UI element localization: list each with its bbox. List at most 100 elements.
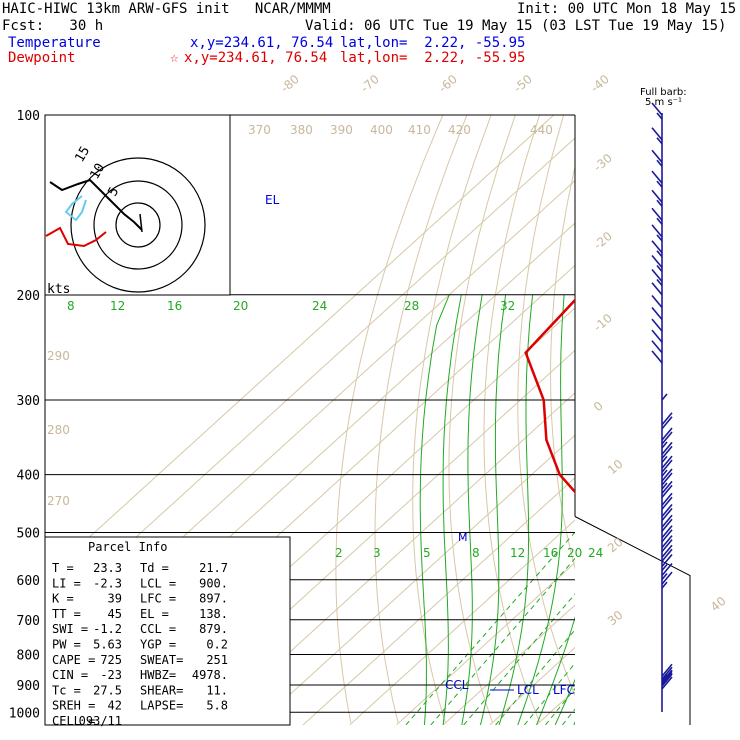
moist-adiabat-line <box>479 294 507 725</box>
parcel-value: 5.63 <box>93 638 122 652</box>
hodograph-trace-cyan <box>64 195 87 222</box>
wind-barb <box>661 572 668 581</box>
moist-adiabat-line <box>498 294 534 725</box>
parcel-value: 138. <box>199 607 228 621</box>
isotherm-line <box>489 646 575 725</box>
wind-barb <box>656 234 663 242</box>
theta-label-390: 390 <box>330 123 353 137</box>
wind-barb <box>661 548 673 562</box>
moist-adiabat-line <box>442 294 462 725</box>
parcel-value: 879. <box>199 622 228 636</box>
wind-barb <box>661 431 673 445</box>
mixing-ratio-label-2: 2 <box>335 546 343 560</box>
isotherm-label-10: 10 <box>605 457 626 478</box>
mixing-ratio-line <box>430 557 575 725</box>
moist-adiabat-label-20: 20 <box>233 299 248 313</box>
wind-barbs <box>651 102 673 712</box>
isotherm-label--10: -10 <box>591 311 615 334</box>
isotherm-label--50: -50 <box>511 72 535 95</box>
wind-barb <box>661 416 673 430</box>
wind-barb <box>651 102 663 116</box>
moist-adiabat-line <box>611 295 740 725</box>
mixing-ratio-label-3: 3 <box>373 546 381 560</box>
wind-barb <box>661 484 673 498</box>
wind-barb <box>651 127 663 141</box>
isotherm-line <box>255 434 575 725</box>
dry-adiabat-line <box>483 115 541 723</box>
pressure-label-600: 600 <box>17 574 40 589</box>
isotherm-line <box>723 115 740 725</box>
mixing-ratio-line <box>524 662 575 725</box>
isotherm-label-30: 30 <box>605 608 626 629</box>
pressure-label-500: 500 <box>17 527 40 542</box>
parcel-value: 23.3 <box>93 561 122 575</box>
mixing-ratio-label-8: 8 <box>472 546 480 560</box>
wind-barb <box>656 217 663 225</box>
wind-barb <box>656 137 663 145</box>
wind-barb <box>661 441 673 455</box>
mixing-ratio-label-20: 20 <box>567 546 582 560</box>
dry-adiabat-line <box>550 164 575 571</box>
wind-barb <box>651 189 663 203</box>
dewpoint-latlon: lat,lon= 2.22, -55.95 <box>340 50 526 66</box>
wind-barb <box>661 455 673 469</box>
wind-barb <box>651 170 663 184</box>
wind-barb <box>656 264 663 273</box>
pressure-label-300: 300 <box>17 394 40 409</box>
hodograph-ring-label-15: 15 <box>72 144 93 165</box>
isotherm-label-40: 40 <box>708 594 729 615</box>
parcel-value: 5.8 <box>206 699 228 713</box>
parcel-key: CELL = <box>52 714 95 728</box>
wind-barb <box>661 666 673 680</box>
wind-barb <box>661 393 668 401</box>
wind-barb <box>651 240 663 254</box>
lfc-label: LFC <box>553 683 575 697</box>
pressure-label-200: 200 <box>17 289 40 304</box>
wind-barb <box>651 318 663 332</box>
parcel-key: PW = <box>52 638 81 652</box>
wind-barb <box>656 199 663 207</box>
wind-barb <box>661 492 673 506</box>
hodograph: 15 10 5 kts <box>44 114 231 297</box>
parcel-key: SWEAT= <box>140 653 183 667</box>
wind-barb <box>656 112 663 120</box>
isotherm-label--20: -20 <box>591 229 615 252</box>
wind-barb <box>661 672 673 686</box>
wind-barb <box>661 507 673 522</box>
pressure-label-100: 100 <box>17 109 40 124</box>
wind-barb <box>661 412 673 426</box>
moist-adiabat-label-8: 8 <box>67 299 75 313</box>
isotherm-line <box>630 115 740 725</box>
parcel-key: TT = <box>52 607 81 621</box>
wind-barb <box>656 278 663 287</box>
wind-barb <box>651 254 663 269</box>
wind-barb <box>661 503 673 518</box>
hodograph-ring-outer <box>70 157 206 293</box>
moist-adiabat-label-12: 12 <box>110 299 125 313</box>
hodograph-storm-vector <box>139 213 143 233</box>
isotherm-label--40: -40 <box>588 72 612 95</box>
parcel-key: YGP = <box>140 638 176 652</box>
mixing-ratio-label-12: 12 <box>510 546 525 560</box>
dewpoint-legend-label: Dewpoint <box>8 50 76 66</box>
wind-barb <box>661 445 673 459</box>
plot-right-edge <box>574 516 691 725</box>
isotherm-label--60: -60 <box>436 72 460 95</box>
parcel-value: -2.3 <box>93 576 122 590</box>
wind-barb <box>661 469 668 477</box>
wind-barb <box>651 207 663 221</box>
ccl-label: CCL <box>445 678 469 692</box>
wind-barb <box>651 224 663 238</box>
parcel-value: 897. <box>199 592 228 606</box>
parcel-value: 0.2 <box>206 638 228 652</box>
isotherm-label--80: -80 <box>278 72 302 95</box>
pressure-label-800: 800 <box>17 649 40 664</box>
theta-label-290: 290 <box>47 349 70 363</box>
parcel-key: CCL = <box>140 622 176 636</box>
dry-adiabat-line <box>374 115 468 723</box>
wind-barb <box>661 563 668 572</box>
parcel-value: 39 <box>108 592 122 606</box>
wind-barb <box>661 427 673 441</box>
parcel-value: -1.2 <box>93 622 122 636</box>
wind-barb <box>661 459 673 473</box>
